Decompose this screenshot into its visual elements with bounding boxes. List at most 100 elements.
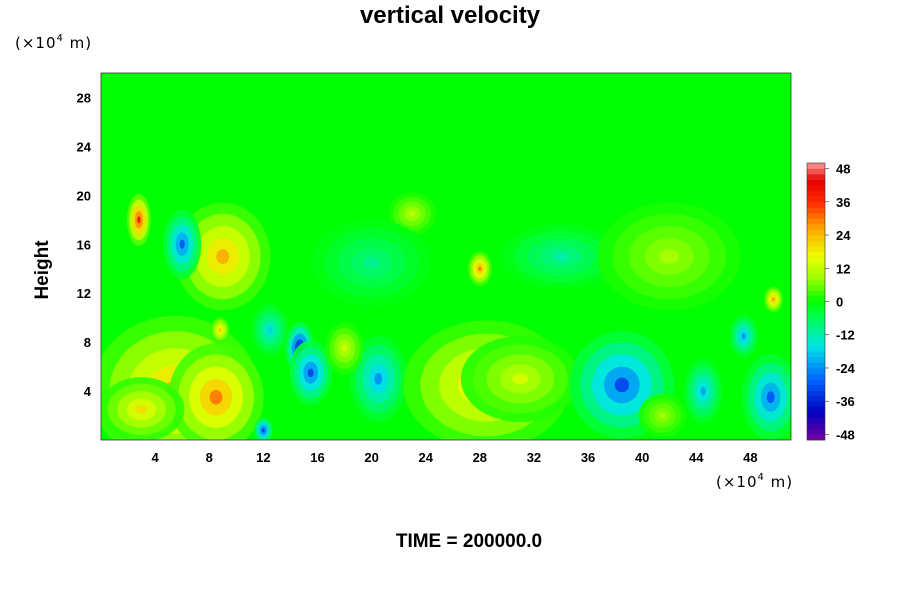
y-tick-label: 4 bbox=[84, 384, 92, 399]
colorbar-band bbox=[807, 379, 825, 385]
colorbar-band bbox=[807, 174, 825, 180]
velocity-cell bbox=[325, 322, 364, 375]
velocity-cell bbox=[501, 224, 621, 289]
colorbar-band bbox=[807, 423, 825, 430]
velocity-cell bbox=[210, 316, 230, 343]
velocity-cell bbox=[467, 251, 492, 286]
colorbar-band bbox=[807, 179, 825, 186]
velocity-cell bbox=[597, 202, 741, 311]
velocity-cell bbox=[684, 358, 723, 424]
colorbar-band bbox=[807, 356, 825, 363]
velocity-cell bbox=[253, 417, 273, 440]
colorbar-band bbox=[807, 301, 825, 308]
colorbar-tick-label: -24 bbox=[836, 361, 856, 376]
x-tick-label: 20 bbox=[364, 450, 378, 465]
colorbar-band bbox=[807, 262, 825, 269]
velocity-cell bbox=[349, 335, 407, 422]
colorbar-band bbox=[807, 163, 825, 169]
colorbar-band bbox=[807, 279, 825, 286]
colorbar-band bbox=[807, 362, 825, 369]
x-tick-label: 48 bbox=[743, 450, 757, 465]
colorbar-band bbox=[807, 295, 825, 302]
x-tick-label: 24 bbox=[418, 450, 433, 465]
y-tick-label: 28 bbox=[77, 90, 91, 105]
velocity-cell bbox=[126, 193, 151, 246]
colorbar-band bbox=[807, 329, 825, 336]
colorbar-band bbox=[807, 185, 825, 191]
contour-level bbox=[135, 405, 148, 414]
colorbar-band bbox=[807, 235, 825, 241]
colorbar-band bbox=[807, 401, 825, 408]
colorbar-band bbox=[807, 412, 825, 419]
velocity-cell bbox=[251, 304, 290, 356]
colorbar-tick-label: 0 bbox=[836, 295, 843, 310]
velocity-cell bbox=[729, 314, 758, 358]
velocity-cell bbox=[742, 354, 791, 440]
x-unit-suffix: m) bbox=[764, 473, 794, 491]
colorbar-band bbox=[807, 268, 825, 275]
colorbar-band bbox=[807, 273, 825, 280]
colorbar-band bbox=[807, 406, 825, 413]
x-tick-label: 4 bbox=[152, 450, 160, 465]
velocity-cell bbox=[163, 209, 202, 279]
velocity-cell bbox=[312, 219, 432, 306]
colorbar-band bbox=[807, 334, 825, 341]
x-tick-label: 12 bbox=[256, 450, 270, 465]
y-ticks: 4 8 12 16 20 24 28 bbox=[77, 90, 92, 399]
colorbar-band bbox=[807, 384, 825, 391]
colorbar-band bbox=[807, 190, 825, 197]
x-tick-label: 16 bbox=[310, 450, 324, 465]
colorbar-band bbox=[807, 351, 825, 358]
contour-level bbox=[218, 328, 222, 332]
contour-level bbox=[137, 216, 141, 224]
colorbar-band bbox=[807, 318, 825, 324]
colorbar-band bbox=[807, 307, 825, 313]
colorbar-band bbox=[807, 373, 825, 380]
colorbar-band bbox=[807, 395, 825, 402]
plot-frame bbox=[100, 72, 792, 441]
x-tick-label: 40 bbox=[635, 450, 649, 465]
colorbar-tick-label: 48 bbox=[836, 162, 850, 177]
contour-level bbox=[179, 239, 185, 249]
contour-level bbox=[659, 412, 666, 419]
colorbar-band bbox=[807, 251, 825, 258]
y-tick-label: 24 bbox=[77, 139, 92, 154]
x-tick-label: 32 bbox=[527, 450, 541, 465]
velocity-cell bbox=[388, 192, 436, 236]
y-tick-label: 16 bbox=[77, 237, 91, 252]
colorbar-band bbox=[807, 212, 825, 219]
colorbar-band bbox=[807, 240, 825, 247]
contour-level bbox=[766, 391, 775, 404]
contour-level bbox=[363, 256, 380, 269]
colorbar-band bbox=[807, 207, 825, 214]
y-tick-label: 8 bbox=[84, 335, 91, 350]
colorbar-band bbox=[807, 229, 825, 236]
colorbar-band bbox=[807, 312, 825, 319]
contour-level bbox=[209, 389, 223, 405]
y-unit-suffix: m) bbox=[63, 34, 93, 52]
velocity-cell bbox=[289, 340, 333, 406]
colorbar-band bbox=[807, 196, 825, 203]
colorbar-band bbox=[807, 390, 825, 396]
colorbar-band bbox=[807, 223, 825, 230]
y-unit-exponent: 4 bbox=[56, 33, 64, 44]
contour-level bbox=[307, 368, 314, 378]
x-unit-exponent: 4 bbox=[757, 472, 765, 483]
velocity-cell bbox=[168, 343, 264, 440]
x-unit-prefix: (×10 bbox=[716, 473, 758, 491]
contour-level bbox=[614, 377, 630, 393]
contour-level bbox=[216, 249, 230, 264]
colorbar-band bbox=[807, 345, 825, 352]
colorbar-band bbox=[807, 434, 825, 441]
colorbar-band bbox=[807, 290, 825, 297]
contour-level bbox=[552, 252, 570, 261]
velocity-cell bbox=[101, 377, 185, 440]
colorbar-band bbox=[807, 284, 825, 291]
velocity-field bbox=[101, 73, 791, 440]
contour-level bbox=[341, 344, 348, 352]
velocity-cell bbox=[638, 394, 687, 438]
colorbar-tick-label: -12 bbox=[836, 328, 855, 343]
x-axis-unit: (×104 m) bbox=[716, 472, 793, 491]
contour-level bbox=[478, 266, 482, 272]
colorbar-band bbox=[807, 417, 825, 424]
